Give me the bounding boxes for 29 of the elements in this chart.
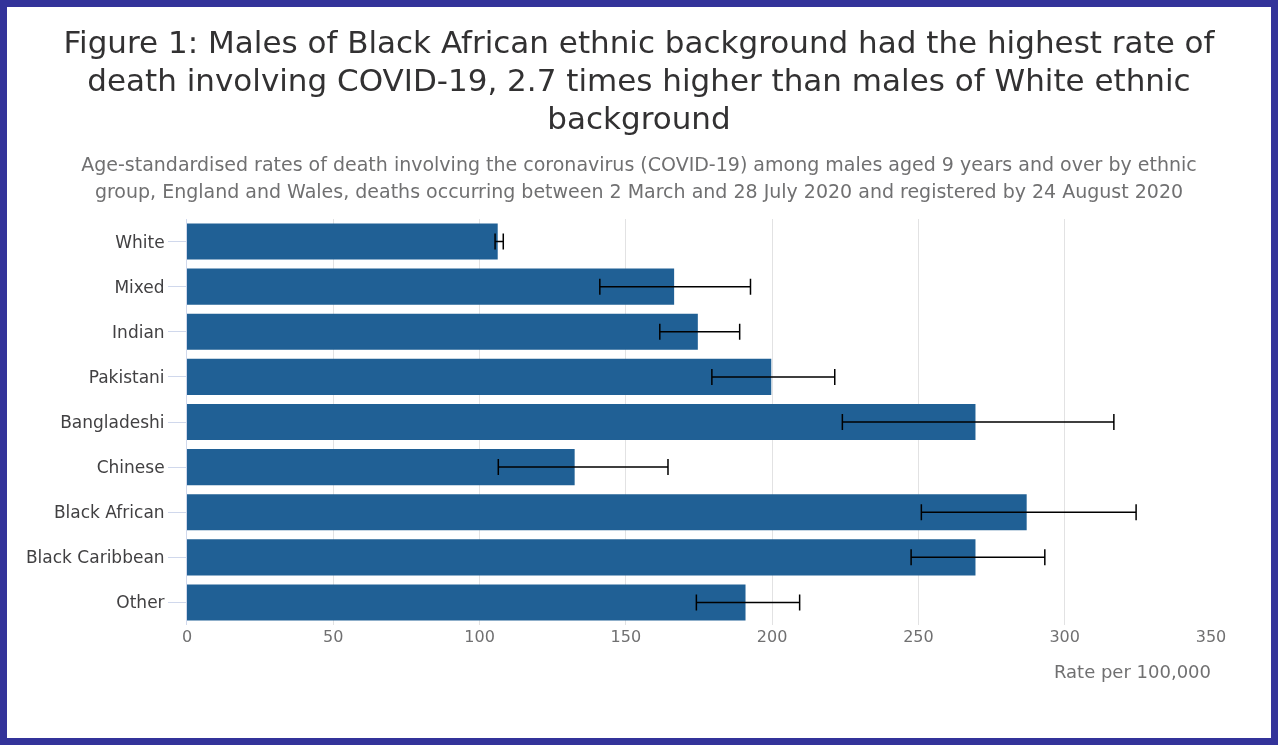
bar xyxy=(187,313,698,350)
y-tick-label: Black African xyxy=(53,502,165,523)
bar xyxy=(187,449,575,486)
x-tick-label: 150 xyxy=(610,627,642,646)
bar xyxy=(187,539,976,576)
y-tick-label: Mixed xyxy=(114,276,165,297)
bar xyxy=(187,358,772,395)
bar xyxy=(187,223,498,260)
chart-title: Figure 1: Males of Black African ethnic background had the highest rate of death involving COVID-19, 2.7 times higher than males of White ethnic background xyxy=(62,23,1216,137)
x-tick-label: 100 xyxy=(464,627,495,646)
y-tick-label: Indian xyxy=(112,321,165,342)
bar xyxy=(187,494,1027,531)
y-tick-label: Chinese xyxy=(96,457,165,478)
bar xyxy=(187,584,746,621)
y-tick-label: Black Caribbean xyxy=(25,547,165,568)
x-tick-label: 250 xyxy=(903,627,934,646)
chart-subtitle: Age-standardised rates of death involving the coronavirus (COVID-19) among males aged 9 years and over by ethnic group, England and Wales, deaths occurring between 2 March and 28 July 2020 and registered by 24 August 2020 xyxy=(80,152,1198,204)
bar xyxy=(187,268,675,305)
x-tick-label: 0 xyxy=(181,627,193,646)
x-axis-title: Rate per 100,000 xyxy=(1053,661,1211,683)
y-tick-label: Pakistani xyxy=(88,366,165,387)
y-tick-label: Bangladeshi xyxy=(60,411,165,432)
x-tick-label: 50 xyxy=(323,627,344,646)
x-tick-label: 200 xyxy=(756,627,788,646)
x-tick-label: 300 xyxy=(1049,627,1080,646)
bar xyxy=(187,403,976,441)
y-tick-label: Other xyxy=(116,592,165,613)
x-tick-label: 350 xyxy=(1195,627,1227,646)
y-tick-label: White xyxy=(115,231,165,252)
